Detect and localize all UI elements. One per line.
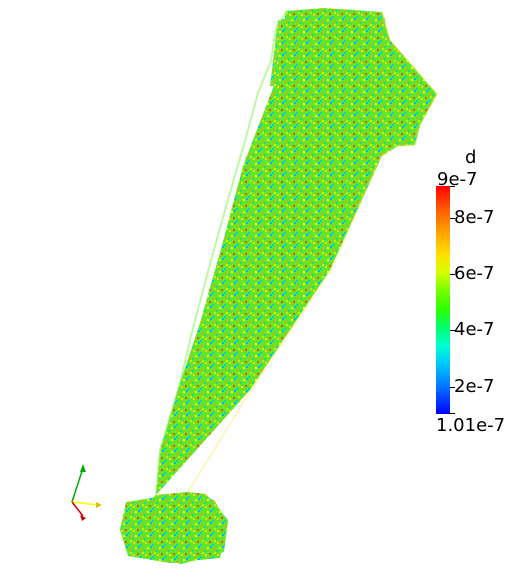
tick-mark-8e-7 — [450, 218, 455, 219]
axis-y-arrow-icon — [80, 464, 86, 472]
scalar-tick-2e-7: 2e-7 — [454, 376, 495, 397]
particle-bottom-cap — [120, 492, 228, 564]
orientation-axes-icon — [71, 464, 102, 521]
tick-mark-2e-7 — [450, 387, 455, 388]
particle-body — [120, 8, 437, 563]
axis-y-line — [71, 467, 84, 503]
scalar-colorbar — [436, 186, 450, 414]
scalar-min-label: 1.01e-7 — [436, 415, 506, 436]
scalar-tick-4e-7: 4e-7 — [454, 319, 495, 340]
scalar-bar-title: d — [465, 147, 477, 168]
tick-mark-min — [450, 413, 455, 414]
axis-z-arrow-icon — [80, 515, 86, 521]
tick-mark-6e-7 — [450, 274, 455, 275]
tick-mark-4e-7 — [450, 330, 455, 331]
axis-x-line — [71, 501, 100, 506]
particle-edge-right — [187, 11, 439, 493]
axis-z-line — [71, 501, 84, 517]
scalar-tick-6e-7: 6e-7 — [454, 263, 495, 284]
axis-x-arrow-icon — [96, 502, 102, 508]
particle-top-cap — [270, 10, 386, 88]
particle-edge-left — [155, 10, 288, 496]
scalar-tick-8e-7: 8e-7 — [454, 207, 495, 228]
tick-mark-max — [450, 186, 455, 187]
scalar-max-label: 9e-7 — [437, 169, 478, 190]
